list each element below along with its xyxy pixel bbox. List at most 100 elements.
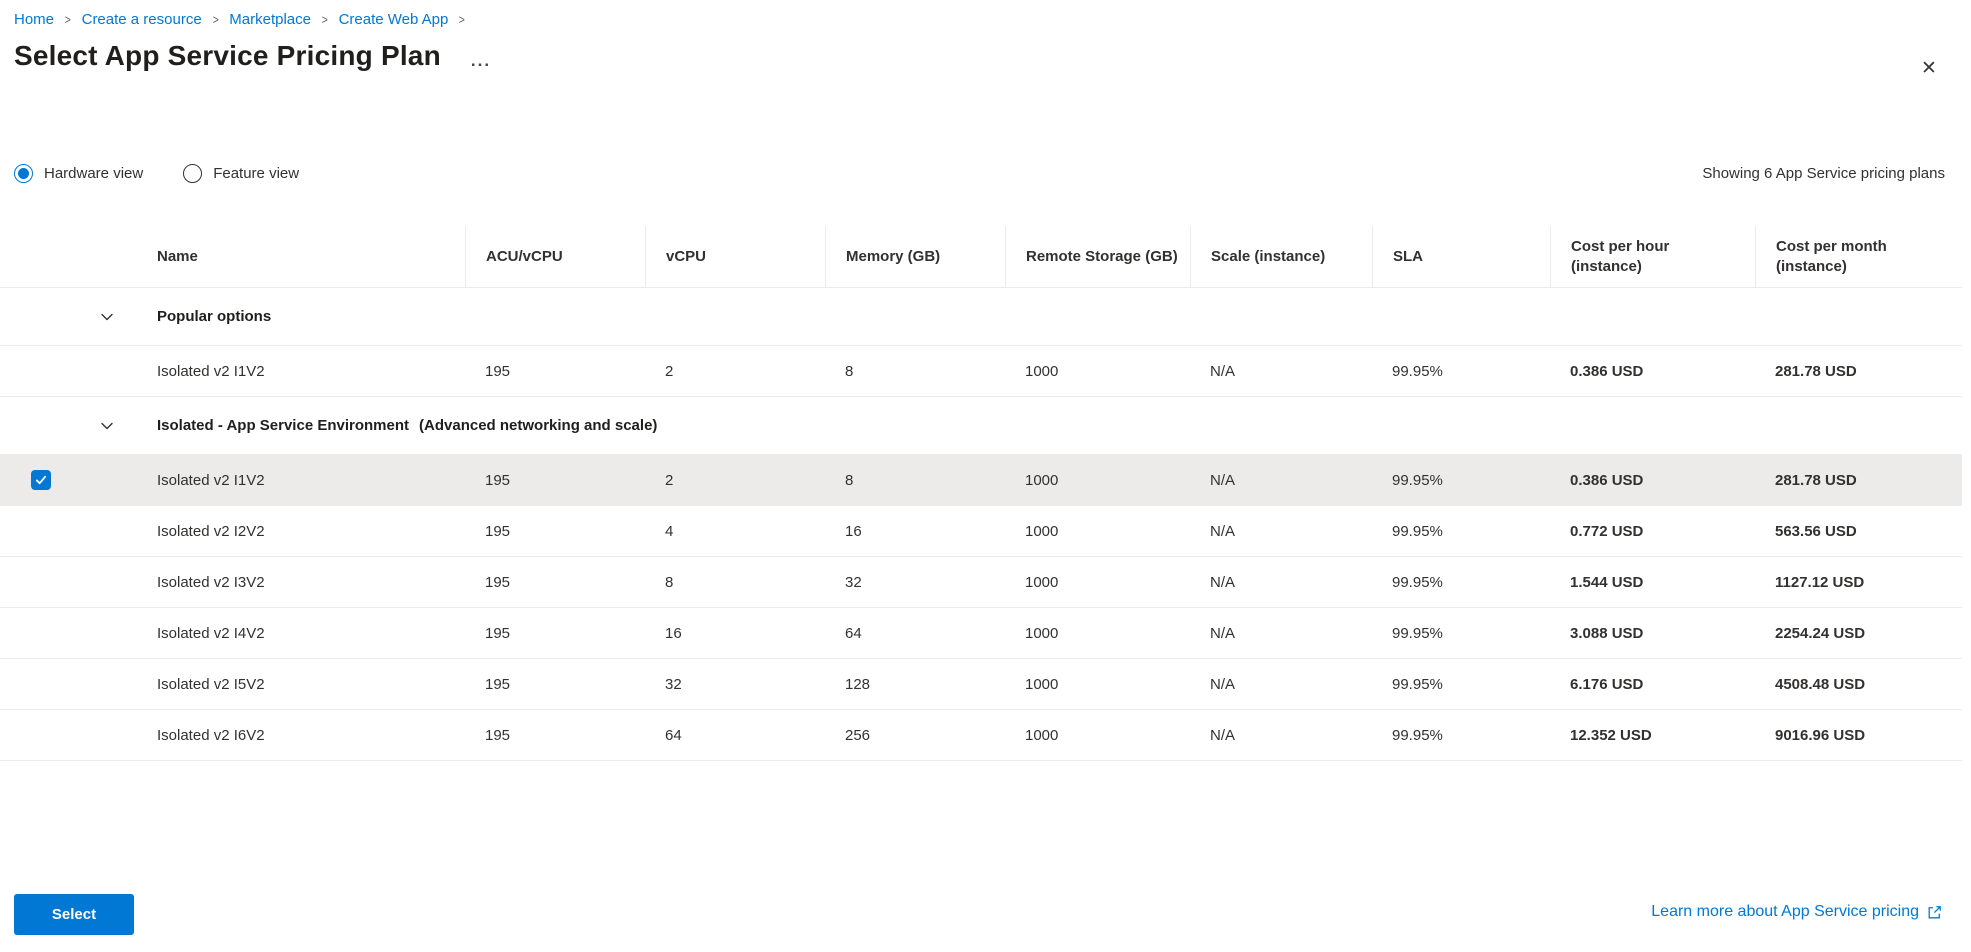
cell-name: Isolated v2 I4V2 xyxy=(157,624,265,642)
more-options-icon[interactable]: ... xyxy=(470,50,492,70)
radio-feature-view[interactable]: Feature view xyxy=(183,164,299,183)
column-header-name: Name xyxy=(157,247,198,265)
cell-scale: N/A xyxy=(1210,522,1236,540)
cell-scale: N/A xyxy=(1210,362,1236,380)
cell-storage: 1000 xyxy=(1025,726,1059,744)
cell-sla: 99.95% xyxy=(1392,573,1443,591)
breadcrumb-separator-icon: > xyxy=(321,12,328,27)
pricing-table: Name ACU/vCPU vCPU Memory (GB) Remote Storag… xyxy=(0,226,1962,761)
radio-label: Hardware view xyxy=(44,165,144,182)
cell-memory: 256 xyxy=(845,726,871,744)
row-checkbox-cell xyxy=(0,623,110,643)
breadcrumb: Home > Create a resource > Marketplace >… xyxy=(14,11,467,28)
close-icon[interactable]: ✕ xyxy=(1921,57,1937,79)
view-toggle: Hardware view Feature view xyxy=(14,164,299,183)
cell-name: Isolated v2 I6V2 xyxy=(157,726,265,744)
cell-name: Isolated v2 I5V2 xyxy=(157,675,265,693)
table-row[interactable]: Isolated v2 I6V2 195 64 256 1000 N/A 99.95% 12.… xyxy=(0,710,1962,761)
group-label: Isolated - App Service Environment xyxy=(157,417,410,434)
breadcrumb-separator-icon: > xyxy=(212,12,219,27)
cell-memory: 128 xyxy=(845,675,871,693)
cell-cost_hour: 0.386 USD xyxy=(1570,471,1644,489)
radio-label: Feature view xyxy=(213,165,300,182)
table-group-row[interactable]: Popular options xyxy=(0,288,1962,346)
table-row[interactable]: Isolated v2 I4V2 195 16 64 1000 N/A 99.95% 3.08… xyxy=(0,608,1962,659)
table-row[interactable]: Isolated v2 I5V2 195 32 128 1000 N/A 99.95% 6.1… xyxy=(0,659,1962,710)
title-row: Select App Service Pricing Plan ... xyxy=(14,40,491,72)
breadcrumb-separator-icon: > xyxy=(64,12,71,27)
table-row[interactable]: Isolated v2 I1V2 195 2 8 1000 N/A 99.95% 0.386 … xyxy=(0,346,1962,397)
cell-vcpu: 32 xyxy=(665,675,682,693)
cell-scale: N/A xyxy=(1210,471,1236,489)
chevron-down-icon[interactable] xyxy=(100,419,114,433)
row-checkbox-cell xyxy=(0,521,110,541)
cell-acu: 195 xyxy=(485,522,511,540)
select-button[interactable]: Select xyxy=(14,894,134,935)
column-header-sla: SLA xyxy=(1372,226,1550,287)
plans-count-summary: Showing 6 App Service pricing plans xyxy=(1702,165,1945,182)
cell-cost_month: 2254.24 USD xyxy=(1775,624,1866,642)
row-checkbox-cell xyxy=(0,572,110,592)
cell-memory: 16 xyxy=(845,522,862,540)
cell-acu: 195 xyxy=(485,362,511,380)
cell-sla: 99.95% xyxy=(1392,471,1443,489)
cell-name: Isolated v2 I3V2 xyxy=(157,573,265,591)
cell-vcpu: 64 xyxy=(665,726,682,744)
group-label: Popular options xyxy=(157,308,272,325)
cell-sla: 99.95% xyxy=(1392,362,1443,380)
cell-scale: N/A xyxy=(1210,624,1236,642)
cell-cost_month: 9016.96 USD xyxy=(1775,726,1866,744)
cell-storage: 1000 xyxy=(1025,362,1059,380)
column-header-scale: Scale (instance) xyxy=(1190,226,1372,287)
cell-vcpu: 8 xyxy=(665,573,674,591)
table-row[interactable]: Isolated v2 I3V2 195 8 32 1000 N/A 99.95% 1.544… xyxy=(0,557,1962,608)
table-body: Popular options Isolated v2 I1V2 195 2 8 100… xyxy=(0,288,1962,761)
cell-cost_hour: 3.088 USD xyxy=(1570,624,1644,642)
cell-cost_month: 281.78 USD xyxy=(1775,471,1857,489)
cell-storage: 1000 xyxy=(1025,573,1059,591)
cell-sla: 99.95% xyxy=(1392,726,1443,744)
cell-cost_month: 4508.48 USD xyxy=(1775,675,1866,693)
breadcrumb-separator-icon: > xyxy=(459,12,466,27)
row-checkbox-cell xyxy=(0,361,110,381)
cell-cost_hour: 6.176 USD xyxy=(1570,675,1644,693)
cell-cost_month: 1127.12 USD xyxy=(1775,573,1865,591)
external-link-icon xyxy=(1926,904,1943,921)
chevron-down-icon[interactable] xyxy=(100,310,114,324)
column-header-vcpu: vCPU xyxy=(645,226,825,287)
breadcrumb-home[interactable]: Home xyxy=(14,11,55,28)
cell-sla: 99.95% xyxy=(1392,522,1443,540)
cell-cost_hour: 1.544 USD xyxy=(1570,573,1644,591)
cell-vcpu: 4 xyxy=(665,522,674,540)
cell-acu: 195 xyxy=(485,624,511,642)
breadcrumb-create-a-resource[interactable]: Create a resource xyxy=(81,11,202,28)
controls-row: Hardware view Feature view Showing 6 App… xyxy=(14,164,1945,183)
cell-cost_hour: 0.772 USD xyxy=(1570,522,1644,540)
cell-cost_hour: 12.352 USD xyxy=(1570,726,1652,744)
cell-storage: 1000 xyxy=(1025,675,1059,693)
cell-memory: 8 xyxy=(845,362,854,380)
table-row[interactable]: Isolated v2 I2V2 195 4 16 1000 N/A 99.95% 0.772… xyxy=(0,506,1962,557)
page-title: Select App Service Pricing Plan xyxy=(14,40,441,71)
cell-name: Isolated v2 I1V2 xyxy=(157,471,265,489)
cell-acu: 195 xyxy=(485,471,511,489)
cell-storage: 1000 xyxy=(1025,471,1059,489)
row-checkbox-checked-icon[interactable] xyxy=(31,470,51,490)
table-header-row: Name ACU/vCPU vCPU Memory (GB) Remote Storag… xyxy=(0,226,1962,288)
cell-vcpu: 16 xyxy=(665,624,682,642)
learn-more-link[interactable]: Learn more about App Service pricing xyxy=(1651,903,1943,921)
breadcrumb-marketplace[interactable]: Marketplace xyxy=(229,11,311,28)
column-header-cost_hour: Cost per hour (instance) xyxy=(1550,226,1755,287)
cell-scale: N/A xyxy=(1210,675,1236,693)
table-group-row[interactable]: Isolated - App Service Environment (Adva… xyxy=(0,397,1962,455)
cell-storage: 1000 xyxy=(1025,522,1059,540)
cell-storage: 1000 xyxy=(1025,624,1059,642)
breadcrumb-create-web-app[interactable]: Create Web App xyxy=(338,11,449,28)
radio-hardware-view[interactable]: Hardware view xyxy=(14,164,143,183)
row-checkbox-cell xyxy=(0,725,110,745)
table-row[interactable]: Isolated v2 I1V2 195 2 8 1000 N/A 99.95% 0.386 … xyxy=(0,455,1962,506)
cell-acu: 195 xyxy=(485,675,511,693)
row-checkbox-cell xyxy=(0,674,110,694)
column-header-memory: Memory (GB) xyxy=(825,226,1005,287)
